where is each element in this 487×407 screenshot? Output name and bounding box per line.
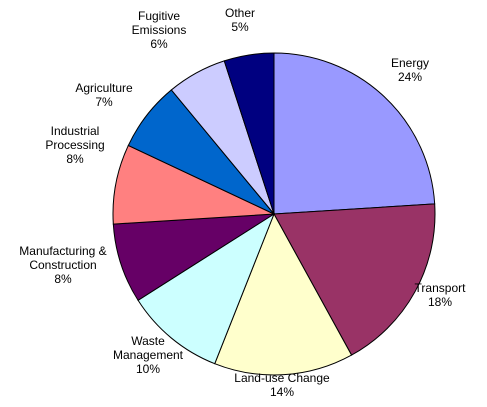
category-label: Energy bbox=[390, 56, 430, 70]
slice-label: Energy 24% bbox=[380, 56, 440, 84]
category-label: Manufacturing & Construction bbox=[19, 244, 107, 272]
slice-label: Other 5% bbox=[215, 6, 265, 34]
pie-slice bbox=[273, 52, 436, 215]
category-label: Agriculture bbox=[75, 81, 133, 95]
pie-slice bbox=[137, 212, 276, 365]
category-label: Other bbox=[224, 6, 255, 20]
value-label: 7% bbox=[95, 95, 113, 109]
value-label: 8% bbox=[66, 152, 84, 166]
value-label: 6% bbox=[150, 37, 168, 51]
value-label: 5% bbox=[231, 20, 249, 34]
slice-label: Manufacturing & Construction 8% bbox=[13, 244, 113, 286]
slice-label: Industrial Processing 8% bbox=[35, 124, 115, 166]
slice-label: Land-use Change 14% bbox=[222, 371, 342, 399]
category-label: Transport bbox=[414, 281, 466, 295]
slice-label: Fugitive Emissions 6% bbox=[124, 9, 194, 51]
category-label: Land-use Change bbox=[234, 371, 330, 385]
category-label: Industrial Processing bbox=[45, 124, 105, 152]
slice-label: Transport 18% bbox=[405, 281, 475, 309]
slice-label: Agriculture 7% bbox=[64, 81, 144, 109]
pie-slice bbox=[273, 203, 436, 356]
value-label: 8% bbox=[54, 272, 72, 286]
category-label: Waste Management bbox=[112, 334, 184, 362]
pie-slice bbox=[223, 52, 275, 215]
value-label: 14% bbox=[269, 385, 295, 399]
category-label: Fugitive Emissions bbox=[131, 9, 187, 37]
value-label: 24% bbox=[397, 70, 423, 84]
pie-slice bbox=[214, 212, 353, 376]
slice-label: Waste Management 10% bbox=[108, 334, 188, 376]
value-label: 18% bbox=[427, 295, 453, 309]
value-label: 10% bbox=[135, 362, 161, 376]
